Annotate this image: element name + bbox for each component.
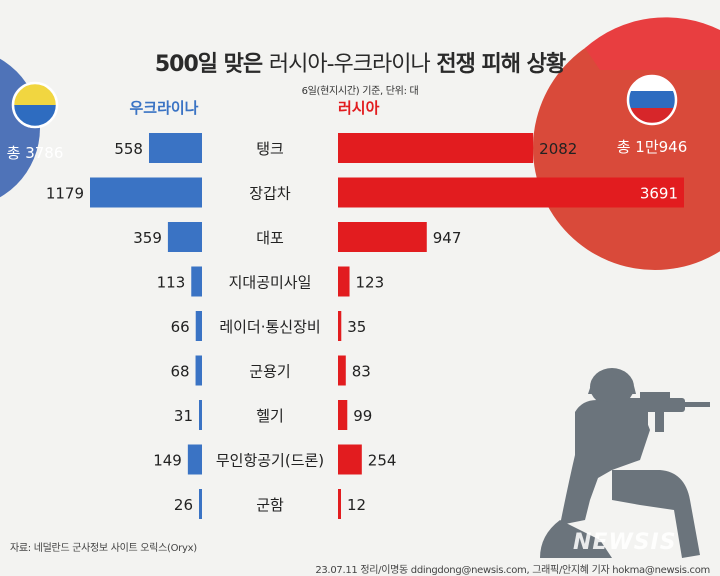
category-label-8: 군함 [256,496,284,514]
russia-value-4: 35 [347,318,366,336]
ukraine-value-2: 359 [133,229,162,247]
ukraine-bar-8 [199,489,202,519]
credit-line: 23.07.11 정리/이명동 ddingdong@newsis.com, 그래… [315,565,710,576]
category-label-3: 지대공미사일 [229,274,312,292]
ukraine-value-3: 113 [157,274,186,292]
ukraine-bar-5 [195,355,202,386]
title-prefix: 500일 맞은 [154,52,263,77]
russia-circle-top-highlight [585,17,720,70]
ukraine-bar-6 [199,400,202,430]
ukraine-bar-3 [191,266,202,297]
category-label-0: 탱크 [256,140,284,158]
russia-bar-3 [338,266,350,297]
russia-value-8: 12 [347,496,366,514]
newsis-watermark: NEWSIS [573,530,677,555]
russia-flag-icon [626,74,678,126]
russia-bar-1 [338,177,684,208]
russia-value-2: 947 [433,229,462,247]
ukraine-value-7: 149 [153,452,182,470]
subtitle: 6일(현지시간) 기준, 단위: 대 [301,86,419,97]
title-suffix: 전쟁 피해 상황 [436,52,566,77]
ukraine-bar-0 [148,133,202,163]
page-title: 500일 맞은 러시아-우크라이나 전쟁 피해 상황 [0,46,720,78]
ukraine-value-4: 66 [171,318,190,336]
source-note: 자료: 네덜란드 군사정보 사이트 오릭스(Oryx) [10,543,197,554]
ukraine-flag-icon [11,81,59,129]
category-label-7: 무인항공기(드론) [216,452,324,470]
ukraine-value-6: 31 [174,407,193,425]
ukraine-value-0: 558 [114,140,143,158]
ukraine-bar-4 [195,311,202,341]
russia-series-label: 러시아 [338,99,380,117]
russia-bar-4 [338,311,342,341]
title-mid: 러시아-우크라이나 [268,52,431,77]
ukraine-value-1: 1179 [46,185,84,203]
ukraine-total-label: 총 3786 [7,144,64,162]
soldier-icon [540,368,710,558]
ukraine-bar-1 [90,177,202,208]
russia-bar-6 [338,400,348,430]
russia-value-3: 123 [356,274,385,292]
russia-bar-5 [338,355,346,386]
category-label-1: 장갑차 [249,185,291,203]
russia-value-5: 83 [352,363,371,381]
russia-bar-2 [338,222,427,252]
russia-value-6: 99 [353,407,372,425]
category-label-5: 군용기 [249,363,290,381]
ukraine-value-5: 68 [170,363,189,381]
russia-bar-8 [338,489,341,519]
ukraine-bar-2 [167,222,202,252]
ukraine-bar-7 [187,444,202,475]
category-label-6: 헬기 [256,407,284,425]
russia-bar-7 [338,444,362,475]
category-label-2: 대포 [256,229,284,247]
ukraine-series-label: 우크라이나 [129,99,198,117]
russia-total-label: 총 1만946 [617,138,688,156]
ukraine-value-8: 26 [174,496,193,514]
russia-value-7: 254 [368,452,397,470]
russia-value-0: 2082 [539,140,577,158]
russia-value-1: 3691 [640,185,678,203]
russia-bar-0 [338,133,534,163]
category-label-4: 레이더·통신장비 [219,318,320,336]
